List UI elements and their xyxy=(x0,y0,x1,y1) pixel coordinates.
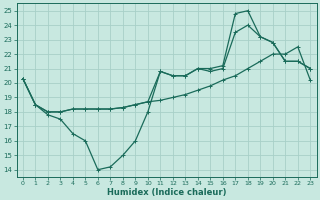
X-axis label: Humidex (Indice chaleur): Humidex (Indice chaleur) xyxy=(107,188,226,197)
